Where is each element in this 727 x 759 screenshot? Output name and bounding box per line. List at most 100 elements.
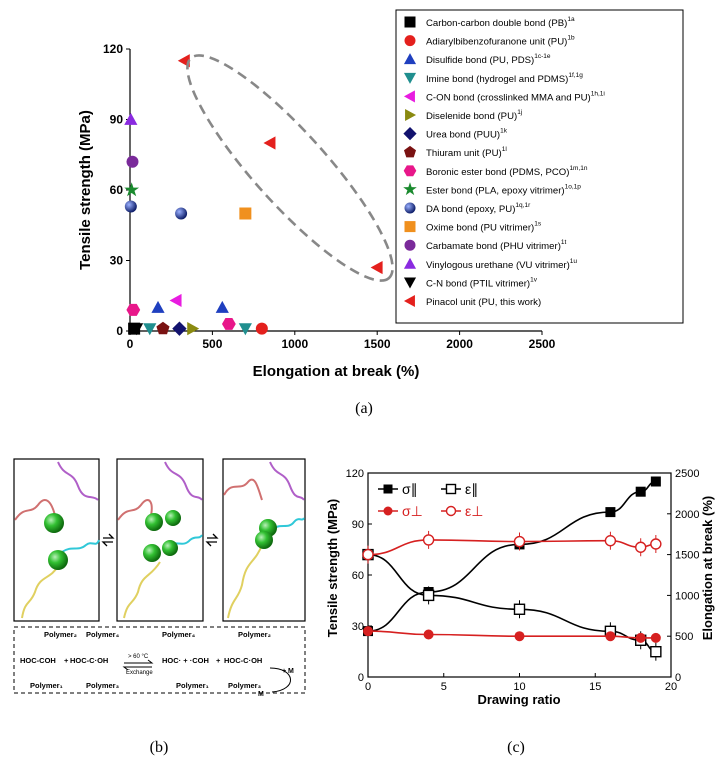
panel-b-caption: (b) bbox=[150, 739, 169, 756]
legend-label: Pinacol unit (PU, this work) bbox=[426, 297, 541, 308]
b-chain-cyan-3 bbox=[271, 517, 305, 531]
legend-marker bbox=[403, 257, 417, 269]
panel-c-x-tick-label: 5 bbox=[441, 681, 447, 693]
panel-a-x-tick-label: 1500 bbox=[364, 337, 391, 351]
panel-a-y-tick-label: 90 bbox=[110, 113, 124, 127]
panel-c-point bbox=[605, 507, 616, 518]
b-exchange-arrows bbox=[122, 659, 154, 671]
panel-c-point bbox=[362, 548, 374, 561]
panel-a-x-tick-label: 2500 bbox=[529, 337, 556, 351]
legend-ref: 1f,1g bbox=[568, 72, 583, 79]
legend-label: Oxime bond (PU vitrimer)1s bbox=[426, 221, 542, 234]
panel-a-point bbox=[175, 207, 188, 220]
panel-c-point bbox=[422, 534, 435, 546]
legend-label: Ester bond (PLA, epoxy vitrimer)1o,1p bbox=[426, 183, 581, 196]
legend-ref: 1b bbox=[567, 35, 575, 42]
legend-marker bbox=[404, 35, 416, 47]
b-radical-ball-2b bbox=[165, 510, 181, 526]
panel-a-point bbox=[124, 200, 137, 213]
panel-c-series bbox=[362, 476, 662, 661]
legend-label: Thiuram unit (PU)1l bbox=[426, 146, 507, 159]
b-chain-red-3 bbox=[223, 478, 263, 501]
panel-a-point bbox=[238, 323, 252, 336]
legend-ref: 1h,1i bbox=[591, 90, 605, 97]
panel-a-data-points bbox=[124, 54, 383, 336]
b-chain-red-1 bbox=[14, 499, 57, 521]
panel-a-y-tick-label: 30 bbox=[110, 254, 124, 268]
b-radical-ball-2d bbox=[162, 540, 178, 556]
b-polymer1-mid-label: Polymer₁ bbox=[176, 681, 209, 690]
b-radical-ball-1b bbox=[48, 550, 68, 570]
panel-c-x-tick-label: 20 bbox=[665, 681, 677, 693]
panel-c-point bbox=[650, 538, 662, 550]
legend-marker bbox=[405, 108, 417, 122]
legend-label: Diselenide bond (PU)1j bbox=[426, 109, 522, 122]
b-chain-yellow-3 bbox=[227, 544, 263, 619]
panel-c-legend-label: ε∥ bbox=[465, 481, 478, 497]
panel-c-x-tick-label: 0 bbox=[365, 681, 371, 693]
panel-a-y-tick-label: 60 bbox=[110, 183, 124, 197]
pinacol-highlight-ellipse bbox=[186, 54, 394, 282]
b-condition-label: > 60 °C bbox=[128, 654, 149, 660]
panel-c-x-tick-label: 15 bbox=[589, 681, 601, 693]
panel-c-y2-tick-label: 2500 bbox=[675, 468, 699, 480]
legend-marker bbox=[403, 182, 417, 196]
panel-c-point bbox=[650, 476, 661, 487]
b-radical-ball-1a bbox=[44, 513, 64, 533]
panel-a-point bbox=[143, 323, 157, 336]
panel-c-y2-tick-label: 2000 bbox=[675, 509, 699, 521]
panel-c-y-tick-label: 90 bbox=[352, 519, 364, 531]
panel-a-y-tick-label: 0 bbox=[116, 324, 123, 338]
panel-a-legend-box bbox=[395, 9, 684, 324]
legend-marker bbox=[403, 277, 417, 289]
b-plus-1: + bbox=[64, 656, 69, 665]
b-hoc-radicals-2: + bbox=[216, 656, 221, 665]
panel-a-point bbox=[126, 155, 139, 168]
panel-c-y2-tick-label: 1500 bbox=[675, 550, 699, 562]
panel-a-x-tick-label: 0 bbox=[127, 337, 134, 351]
b-polymer3-label: Polymer₃ bbox=[86, 681, 120, 690]
legend-label: C-ON bond (crosslinked MMA and PU)1h,1i bbox=[426, 90, 605, 103]
legend-ref: 1m,1n bbox=[569, 165, 587, 172]
legend-ref: 1u bbox=[570, 258, 578, 265]
panel-c-ylabel-right: Elongation at break (%) bbox=[700, 496, 715, 640]
b-polymer2-label: Polymer₂ bbox=[44, 630, 77, 639]
panel-c-y-tick-label: 60 bbox=[352, 570, 364, 582]
panel-a-ylabel: Tensile strength (MPa) bbox=[77, 110, 94, 270]
b-chain-cyan-1 bbox=[61, 539, 100, 553]
legend-marker bbox=[403, 127, 417, 141]
legend-ref: 1t bbox=[561, 239, 567, 246]
b-radical-ball-3b bbox=[255, 531, 273, 549]
panel-a-point bbox=[172, 321, 187, 336]
b-polymer4-mid-label: Polymer₄ bbox=[162, 630, 196, 639]
panel-c-point bbox=[422, 589, 435, 602]
legend-marker bbox=[403, 72, 417, 84]
legend-label: C-N bond (PTIL vitrimer)1v bbox=[426, 276, 538, 289]
panel-c-legend-marker bbox=[383, 506, 393, 516]
panel-a-point bbox=[151, 300, 165, 313]
legend-marker bbox=[403, 145, 417, 158]
legend-ref: 1o,1p bbox=[565, 183, 582, 190]
legend-label: Adiarylbibenzofuranone unit (PU)1b bbox=[426, 35, 575, 48]
panel-c-legend-label: ε⊥ bbox=[465, 503, 483, 519]
panel-c-legend-label: σ∥ bbox=[402, 481, 418, 497]
b-hoccoh-1: HOC‑COH bbox=[20, 656, 56, 665]
panel-c-legend-marker bbox=[445, 483, 457, 495]
panel-c-point bbox=[635, 632, 646, 643]
legend-ref: 1a bbox=[567, 16, 575, 23]
legend-marker bbox=[403, 294, 415, 308]
panel-a-point bbox=[129, 323, 144, 336]
panel-c-y-tick-label: 120 bbox=[346, 468, 364, 480]
panel-a-scatter-chart: 0 500 1000 1500 2000 2500 0 30 60 90 120 Elongatio… bbox=[77, 9, 684, 417]
b-exchange-label: Exchange bbox=[126, 670, 153, 676]
legend-marker bbox=[404, 202, 416, 214]
legend-label: DA bond (epoxy, PU)1q,1r bbox=[426, 202, 531, 215]
panel-a-caption: (a) bbox=[355, 400, 373, 417]
legend-label: Disulfide bond (PU, PDS)1c-1e bbox=[426, 53, 551, 66]
panel-c-legend-label: σ⊥ bbox=[402, 503, 423, 519]
legend-marker bbox=[403, 90, 415, 103]
b-chain-yellow-1 bbox=[21, 565, 59, 619]
b-reaction-scheme: Polymer₂ Polymer₄ Polymer₄ Polymer₂ HOC‑… bbox=[20, 630, 294, 698]
